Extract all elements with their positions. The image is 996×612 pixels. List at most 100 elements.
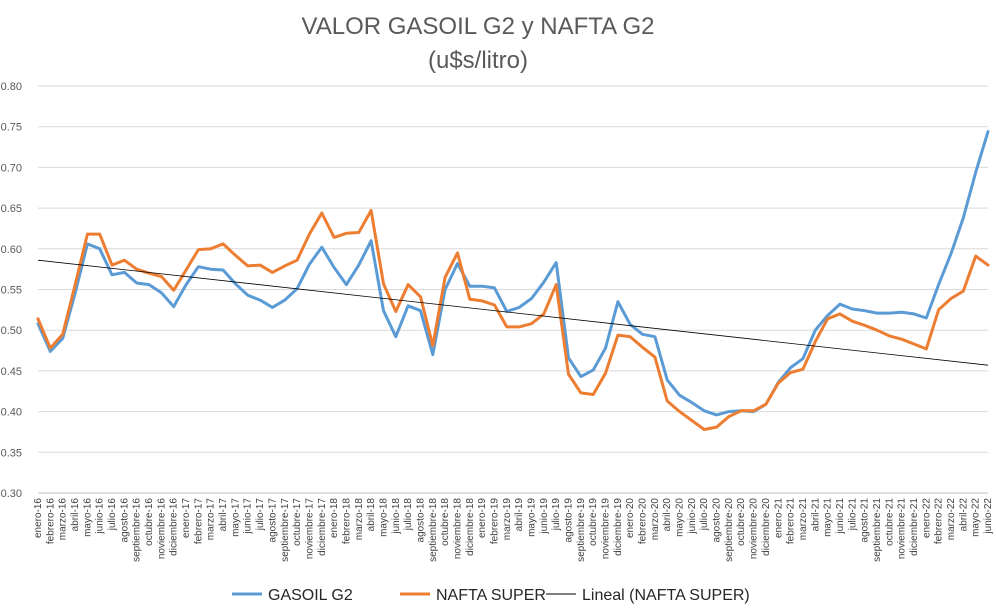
x-tick-label: noviembre-17 (304, 498, 315, 560)
x-tick-label: marzo-16 (58, 498, 69, 541)
x-tick-label: marzo-19 (502, 498, 513, 541)
x-tick-label: febrero-18 (341, 498, 352, 545)
x-tick-label: diciembre-21 (909, 498, 920, 556)
x-tick-label: febrero-17 (193, 498, 204, 545)
chart-subtitle: (u$s/litro) (428, 47, 528, 74)
x-tick-label: abril-20 (662, 498, 673, 532)
x-tick-label: marzo-22 (946, 498, 957, 541)
x-tick-label: febrero-19 (489, 498, 500, 545)
x-tick-label: abril-17 (218, 498, 229, 532)
legend: GASOIL G2 NAFTA SUPER Lineal (NAFTA SUPER) (232, 587, 750, 604)
legend-entry: GASOIL G2 (232, 587, 353, 604)
x-tick-label: octubre-16 (144, 498, 155, 546)
x-tick-label: enero-20 (625, 498, 636, 538)
x-tick-label: enero-22 (921, 498, 932, 538)
x-tick-label: diciembre-16 (169, 498, 180, 556)
y-tick-label: 0.30 (1, 488, 22, 500)
x-tick-label: junio-20 (687, 498, 698, 535)
x-tick-label: marzo-20 (650, 498, 661, 541)
x-tick-label: junio-16 (95, 498, 106, 535)
x-tick-label: octubre-21 (884, 498, 895, 546)
y-tick-label: 0.60 (1, 244, 22, 256)
legend-label: Lineal (NAFTA SUPER) (582, 587, 750, 604)
x-tick-label: julio-17 (255, 498, 266, 532)
y-tick-label: 0.75 (1, 122, 22, 134)
y-tick-label: 0.70 (1, 162, 22, 174)
x-tick-label: agosto-21 (860, 498, 871, 543)
x-tick-label: enero-21 (773, 498, 784, 538)
x-tick-label: febrero-16 (45, 498, 56, 545)
x-tick-label: julio-20 (699, 498, 710, 532)
legend-label: NAFTA SUPER (436, 587, 546, 604)
x-tick-label: abril-22 (958, 498, 969, 532)
y-tick-label: 0.40 (1, 407, 22, 419)
x-tick-label: noviembre-19 (601, 498, 612, 560)
x-tick-label: agosto-18 (415, 498, 426, 543)
x-tick-label: febrero-22 (934, 498, 945, 545)
x-tick-label: agosto-20 (712, 498, 723, 543)
x-tick-label: mayo-16 (82, 498, 93, 537)
series-line (36, 130, 990, 417)
x-tick-label: febrero-21 (786, 498, 797, 545)
x-tick-label: junio-17 (243, 498, 254, 535)
x-tick-label: enero-17 (181, 498, 192, 538)
y-tick-label: 0.35 (1, 447, 22, 459)
x-tick-label: mayo-18 (378, 498, 389, 537)
x-tick-label: julio-19 (551, 498, 562, 532)
x-tick-label: agosto-16 (119, 498, 130, 543)
x-tick-label: noviembre-16 (156, 498, 167, 560)
x-tick-label: julio-21 (847, 498, 858, 532)
x-tick-label: noviembre-20 (749, 498, 760, 560)
x-tick-label: noviembre-18 (452, 498, 463, 560)
x-tick-label: diciembre-18 (465, 498, 476, 556)
x-tick-label: septiembre-18 (428, 498, 439, 562)
x-tick-label: octubre-17 (292, 498, 303, 546)
series-lines (36, 130, 990, 431)
x-tick-label: abril-19 (514, 498, 525, 532)
x-tick-label: mayo-17 (230, 498, 241, 537)
x-tick-label: septiembre-16 (132, 498, 143, 562)
x-axis-ticks: enero-16 febrero-16 marzo-16 abril-16 mayo-1… (33, 498, 994, 562)
x-tick-label: diciembre-19 (613, 498, 624, 556)
x-tick-label: noviembre-21 (897, 498, 908, 560)
x-tick-label: abril-16 (70, 498, 81, 532)
legend-entry: NAFTA SUPER (400, 587, 546, 604)
gridlines (38, 85, 988, 494)
y-axis-ticks: 0.30 0.35 0.40 0.45 0.50 0.55 0.60 0.65 0.70 0.75… (1, 81, 22, 500)
x-tick-label: junio-22 (983, 498, 994, 535)
x-tick-label: enero-18 (329, 498, 340, 538)
x-tick-label: marzo-17 (206, 498, 217, 541)
y-tick-label: 0.80 (1, 81, 22, 93)
x-tick-label: junio-18 (391, 498, 402, 535)
x-tick-label: octubre-19 (588, 498, 599, 546)
x-tick-label: octubre-18 (440, 498, 451, 546)
y-tick-label: 0.45 (1, 366, 22, 378)
y-tick-label: 0.55 (1, 285, 22, 297)
x-tick-label: agosto-19 (564, 498, 575, 543)
x-tick-label: septiembre-17 (280, 498, 291, 562)
x-tick-label: mayo-22 (971, 498, 982, 537)
x-tick-label: septiembre-20 (724, 498, 735, 562)
x-tick-label: octubre-20 (736, 498, 747, 546)
x-tick-label: julio-18 (403, 498, 414, 532)
legend-label: GASOIL G2 (268, 587, 353, 604)
x-tick-label: mayo-19 (527, 498, 538, 537)
x-tick-label: mayo-21 (823, 498, 834, 537)
x-tick-label: mayo-20 (675, 498, 686, 537)
x-tick-label: abril-21 (810, 498, 821, 532)
y-tick-label: 0.50 (1, 325, 22, 337)
x-tick-label: enero-19 (477, 498, 488, 538)
x-tick-label: febrero-20 (638, 498, 649, 545)
x-tick-label: junio-21 (835, 498, 846, 535)
x-tick-label: septiembre-21 (872, 498, 883, 562)
series-line (36, 209, 990, 431)
x-tick-label: agosto-17 (267, 498, 278, 543)
x-tick-label: junio-19 (539, 498, 550, 535)
x-tick-label: septiembre-19 (576, 498, 587, 562)
x-tick-label: julio-16 (107, 498, 118, 532)
x-tick-label: marzo-18 (354, 498, 365, 541)
chart-title: VALOR GASOIL G2 y NAFTA G2 (302, 13, 655, 40)
